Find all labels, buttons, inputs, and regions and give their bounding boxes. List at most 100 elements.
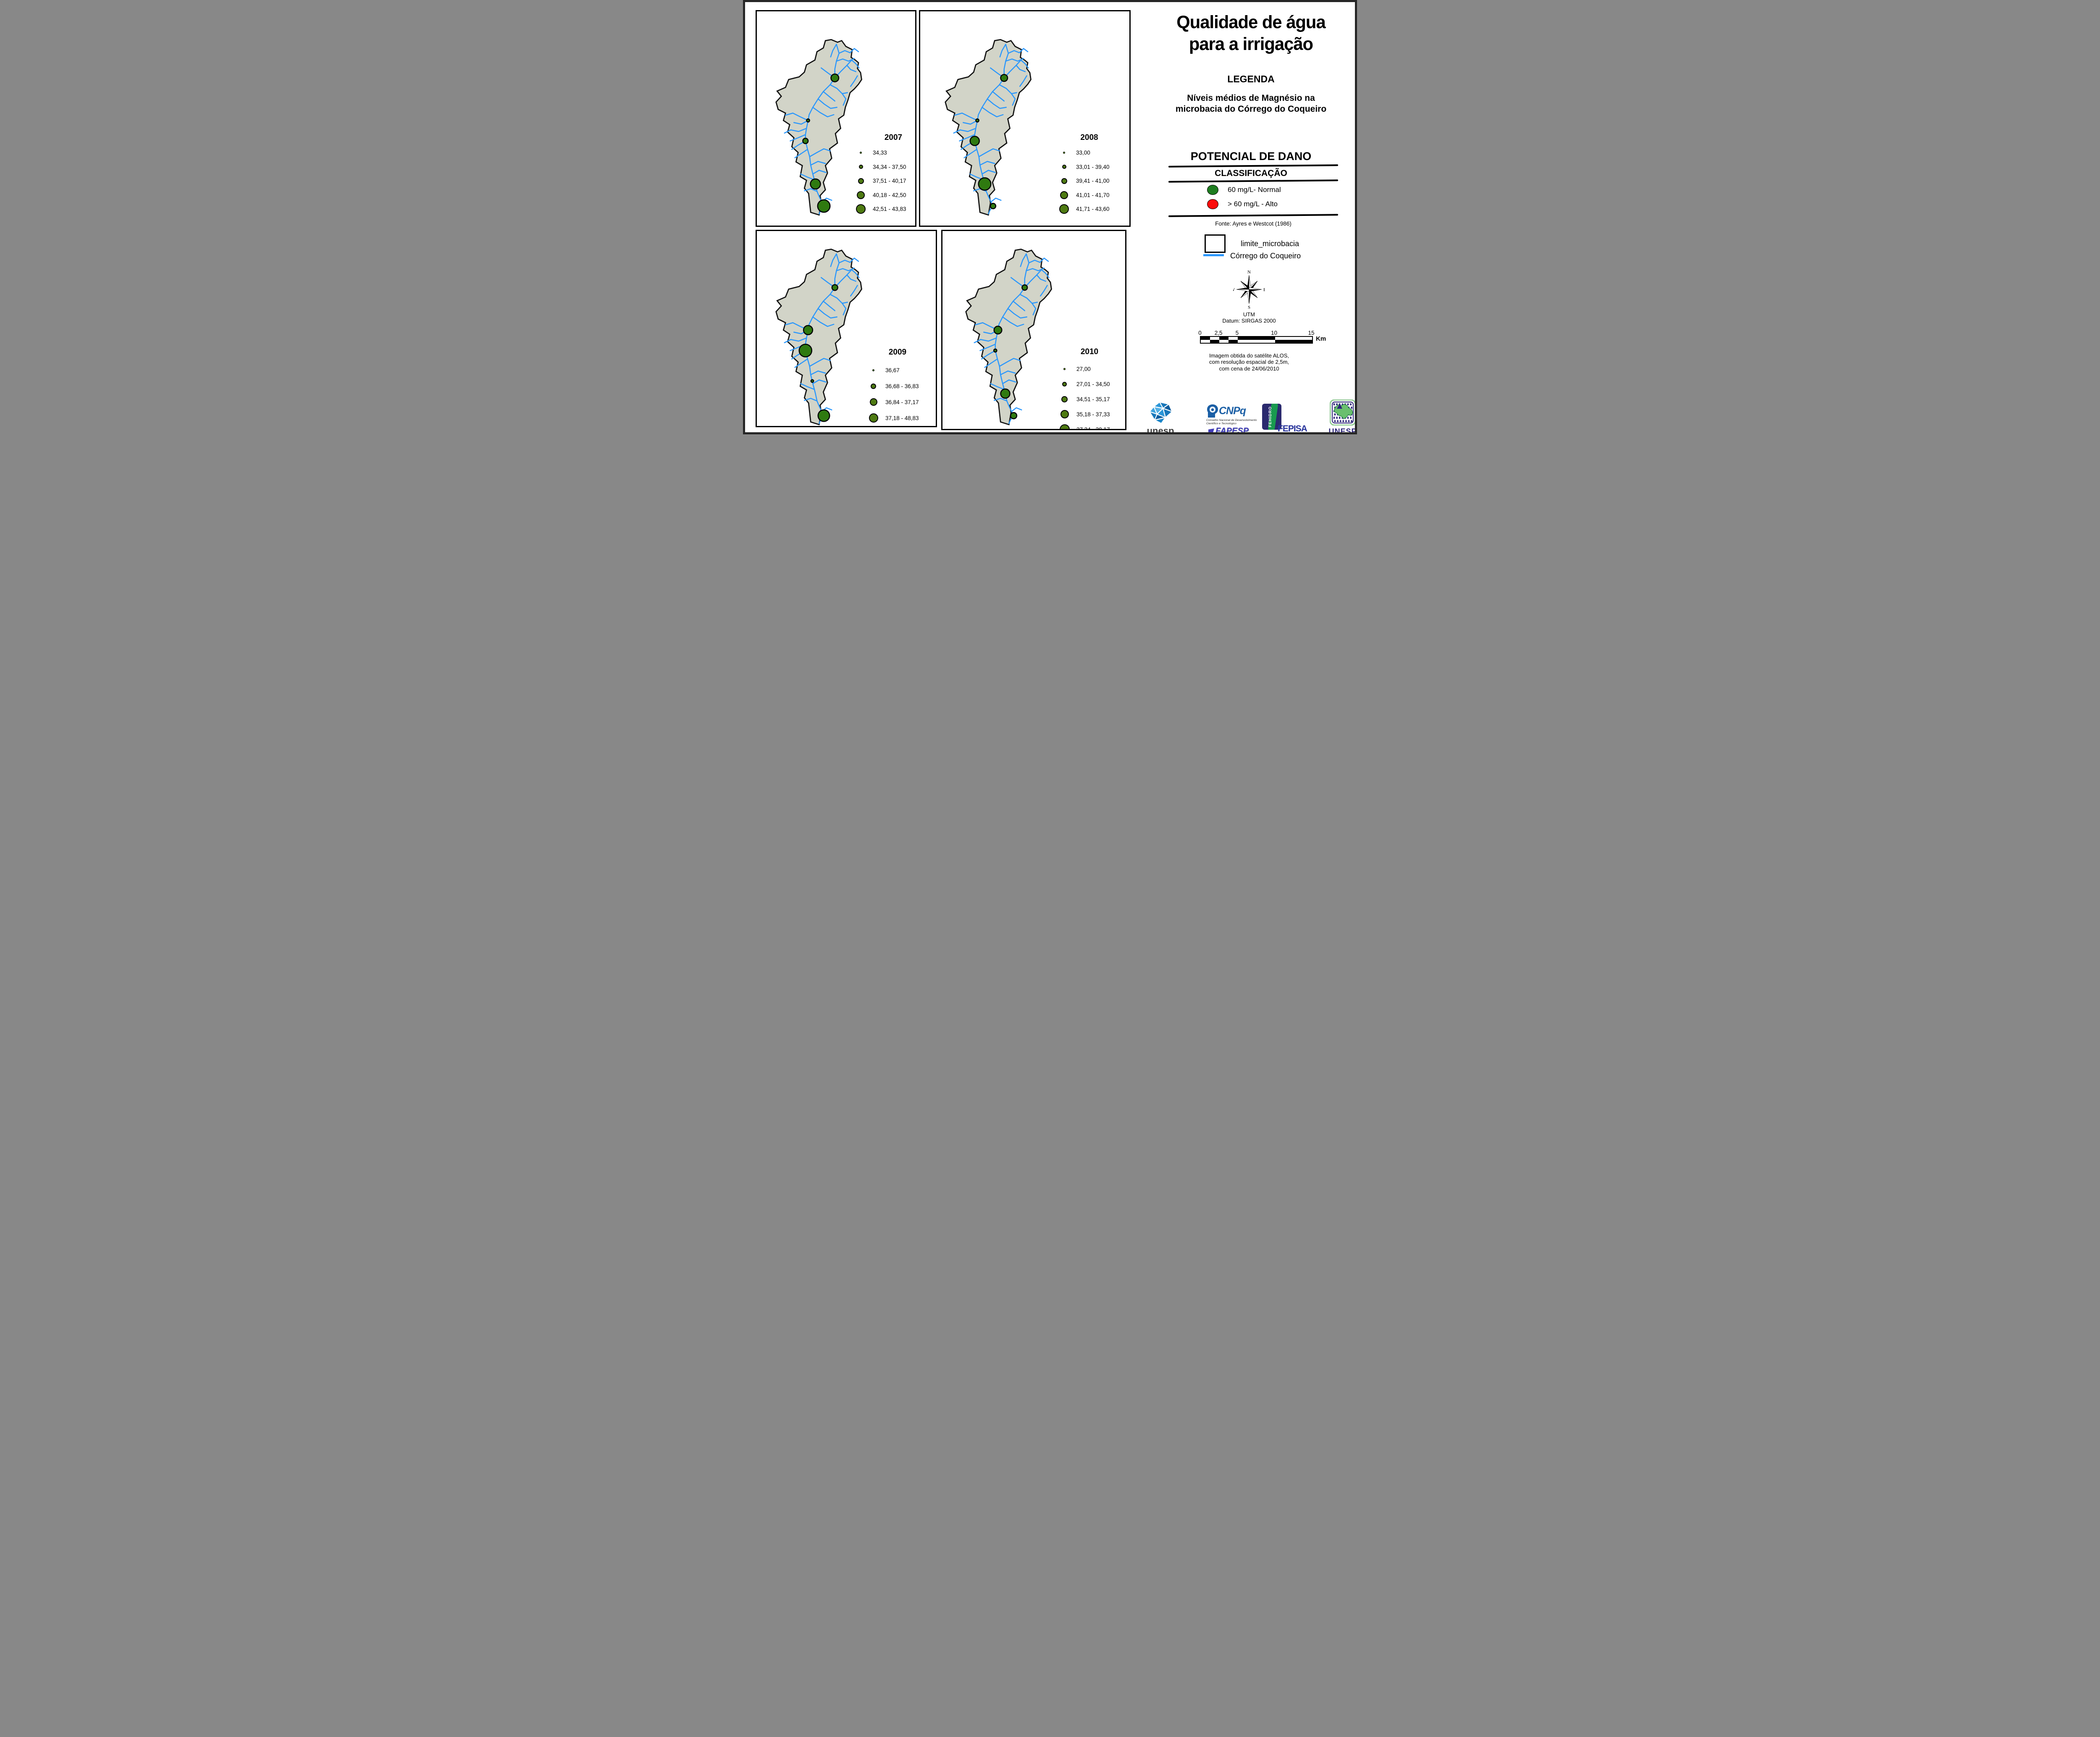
class-row-normal: 60 mg/L- Normal bbox=[1207, 184, 1325, 195]
stream-line bbox=[979, 161, 995, 166]
stream-line bbox=[851, 269, 860, 278]
scale-bar-segment bbox=[1275, 337, 1312, 340]
legend-size-circle-icon bbox=[857, 191, 865, 199]
rain-drop-icon bbox=[1336, 416, 1338, 419]
legend-circle-cell bbox=[1055, 204, 1074, 214]
fehidro-logo: FEHIDRO bbox=[1262, 404, 1281, 430]
divider-rule-2 bbox=[1168, 179, 1339, 183]
stream-line bbox=[954, 113, 978, 121]
scale-tick-label: 10 bbox=[1271, 330, 1278, 336]
legend-class-label: 37,51 - 40,17 bbox=[873, 178, 906, 184]
basin-boundary-label: limite_microbacia bbox=[1241, 239, 1299, 248]
rain-drop-icon bbox=[1351, 406, 1353, 409]
class-row-high: > 60 mg/L - Alto bbox=[1207, 199, 1325, 210]
compass-s-label: S bbox=[1248, 305, 1250, 310]
sample-point-dot bbox=[802, 137, 809, 145]
map-panel-2009: 2009 36,67 36,68 - 36,83 36,84 - 37,17 37,18… bbox=[756, 230, 937, 427]
stream-line bbox=[999, 44, 1006, 58]
stream-line bbox=[990, 197, 1002, 202]
compass-e-label: E bbox=[1263, 287, 1265, 292]
scale-bar-segment bbox=[1219, 337, 1229, 340]
legend-size-circle-icon bbox=[858, 178, 864, 184]
scale-bar-segment bbox=[1238, 340, 1275, 343]
stream-line bbox=[981, 350, 996, 360]
legend-class-label: 34,34 - 37,50 bbox=[873, 163, 906, 170]
legend-class-label: 27,01 - 34,50 bbox=[1076, 381, 1110, 388]
rain-drop-icon bbox=[1339, 416, 1341, 419]
cnpq-wordmark: CNPq bbox=[1219, 405, 1246, 417]
legend-size-circle-icon bbox=[1060, 410, 1069, 419]
unesp-wordmark: unesp bbox=[1147, 426, 1174, 434]
stream-line bbox=[817, 308, 837, 319]
legend-size-circle-icon bbox=[1062, 165, 1066, 169]
legend-size-circle-icon bbox=[872, 369, 874, 371]
legend-class-label: 42,51 - 43,83 bbox=[873, 206, 906, 213]
stream-line bbox=[793, 120, 809, 125]
stream-line bbox=[1032, 302, 1037, 315]
legend-size-circle-icon bbox=[1061, 178, 1067, 184]
stream-line bbox=[812, 379, 827, 384]
sample-point-dot bbox=[978, 177, 992, 191]
scale-tick-label: 5 bbox=[1235, 330, 1239, 336]
sample-point-dot bbox=[993, 326, 1003, 335]
stream-line bbox=[834, 269, 852, 288]
cnpq-subtitle: Conselho Nacional de Desenvolvimento Cie… bbox=[1206, 419, 1265, 426]
legend-circle-cell bbox=[864, 413, 883, 423]
stream-line bbox=[812, 170, 827, 175]
rain-drop-icon bbox=[1348, 420, 1350, 422]
sao-paulo-state-icon bbox=[1329, 399, 1355, 426]
stream-line bbox=[1041, 269, 1050, 278]
stream-line bbox=[809, 358, 831, 367]
map-panel-2010: 2010 27,00 27,01 - 34,50 34,51 - 35,17 35,18… bbox=[941, 230, 1126, 430]
sample-point-dot bbox=[810, 178, 821, 190]
legend-row: 34,34 - 37,50 bbox=[851, 160, 906, 174]
stream-line bbox=[987, 98, 1007, 109]
sample-point-dot bbox=[1000, 388, 1011, 399]
stream-line bbox=[1002, 379, 1016, 384]
legend-circle-cell bbox=[864, 398, 883, 406]
stream-label: Córrego do Coqueiro bbox=[1230, 252, 1301, 260]
divider-rule-1 bbox=[1168, 164, 1339, 168]
basin-boundary-shape bbox=[945, 39, 1032, 216]
stream-line bbox=[982, 107, 1004, 118]
rain-drop-icon bbox=[1333, 403, 1335, 405]
legend-circle-cell bbox=[851, 178, 870, 184]
cnpq-subtitle-line1: Conselho Nacional de Desenvolvimento bbox=[1206, 419, 1257, 422]
legend-circle-cell bbox=[1055, 396, 1074, 402]
rain-drop-icon bbox=[1337, 420, 1339, 422]
stream-line bbox=[1019, 294, 1038, 304]
classification-heading: CLASSIFICAÇÃO bbox=[1215, 168, 1287, 178]
stream-line bbox=[982, 170, 996, 175]
legend-row: 41,01 - 41,70 bbox=[1055, 188, 1110, 202]
legend-row: 34,33 bbox=[851, 146, 906, 160]
legend-class-label: 34,33 bbox=[873, 150, 887, 156]
stream-line bbox=[838, 260, 851, 263]
stream-line bbox=[810, 161, 826, 166]
stream-line bbox=[994, 398, 1008, 402]
unesp-hidraulica-logo: UNESP HIDRAULICA E IRRIGAÇÃO ILHA SOLTEI… bbox=[1327, 399, 1355, 432]
fapesp-flag-icon bbox=[1208, 428, 1214, 432]
panel-size-legend: 34,33 34,34 - 37,50 37,51 - 40,17 40,18 - 4… bbox=[851, 146, 906, 216]
stream-line bbox=[1039, 258, 1049, 263]
map-layout-page: 2007 34,33 34,34 - 37,50 37,51 - 40,17 40,18… bbox=[743, 0, 1357, 434]
legend-row: 37,34 - 39,17 bbox=[1055, 422, 1110, 429]
scale-bar-unit: Km bbox=[1316, 335, 1326, 342]
fepisa-logo: FEPISA Fundação de Ensino, Pesquisa e Ex… bbox=[1278, 424, 1316, 432]
stream-line bbox=[1011, 407, 1022, 412]
legend-class-label: 27,00 bbox=[1076, 366, 1091, 373]
stream-line bbox=[817, 98, 837, 109]
fapesp-wordmark: FAPESP bbox=[1215, 426, 1249, 434]
page-title-line1: Qualidade de água bbox=[1176, 12, 1326, 32]
stream-line bbox=[830, 294, 848, 304]
compass-rose-icon: N S W E bbox=[1231, 268, 1266, 313]
stream-line bbox=[1018, 48, 1029, 53]
legend-circle-cell bbox=[1055, 410, 1074, 419]
legend-size-circle-icon bbox=[871, 383, 876, 389]
legend-row: 36,68 - 36,83 bbox=[864, 378, 919, 394]
stream-line bbox=[830, 44, 837, 58]
stream-line bbox=[842, 93, 847, 106]
sample-point-dot bbox=[830, 73, 840, 82]
stream-line bbox=[979, 344, 996, 351]
basin-boundary-swatch bbox=[1205, 234, 1226, 253]
sample-point-dot bbox=[990, 202, 997, 210]
